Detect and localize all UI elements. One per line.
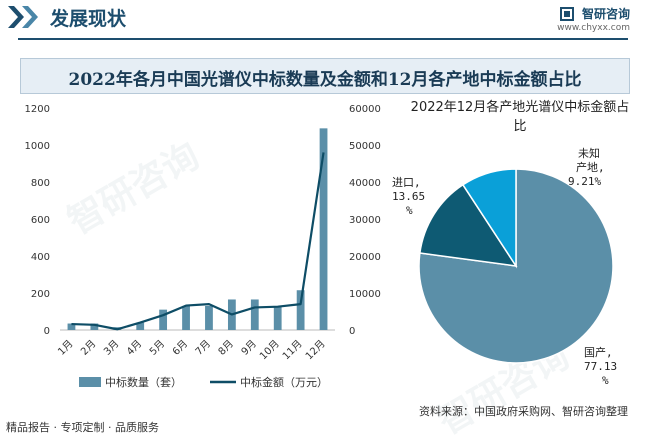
y-left-tick-label: 400	[31, 252, 50, 263]
bar	[159, 309, 168, 330]
y-right-tick-label: 60000	[349, 104, 381, 115]
y-right-tick-label: 30000	[349, 215, 381, 226]
chart-axes: 0 200 400 600 800 1000 1200 0 10000 20000 30000 400…	[25, 104, 381, 362]
brand-logo: 智研咨询 www.chyxx.com	[557, 3, 630, 33]
amount-line	[71, 152, 325, 331]
pie-slices	[418, 168, 614, 364]
pie-label-import-value: 13.65	[392, 190, 426, 203]
line-series	[71, 152, 325, 331]
data-source: 资料来源：中国政府采购网、智研咨询整理	[419, 405, 628, 418]
double-chevron-icon	[8, 6, 38, 28]
pie-label-domestic-value: 77.13	[584, 360, 618, 373]
pie-title: 2022年12月各产地光谱仪中标金额占比	[410, 100, 630, 134]
pie-label-import-name: 进口,	[392, 176, 421, 189]
pie-label-unknown-line1: 未知	[578, 147, 600, 160]
legend-bar-swatch	[79, 377, 101, 387]
bar	[136, 322, 145, 330]
page-footer: 精品报告 · 专项定制 · 品质服务 资料来源：中国政府采购网、智研咨询整理	[0, 405, 646, 437]
logo-name: 智研咨询	[581, 7, 630, 21]
bar	[67, 323, 76, 330]
chart-main-title: 2022年各月中国光谱仪中标数量及金额和12月各产地中标金额占比	[68, 70, 582, 90]
pie-label-import-unit: %	[406, 204, 413, 217]
y-right-tick-label: 40000	[349, 178, 381, 189]
y-right-tick-label: 0	[349, 326, 355, 337]
y-left-tick-label: 0	[44, 326, 50, 337]
bar	[296, 290, 305, 330]
y-left-tick-label: 1200	[25, 104, 50, 115]
bar	[182, 305, 190, 330]
y-left-tick-label: 800	[31, 178, 50, 189]
pie-label-domestic: 国产, 77.13 %	[584, 346, 617, 388]
page-header: 发展现状 智研咨询 www.chyxx.com	[0, 0, 646, 36]
header-divider	[18, 38, 628, 40]
pie-label-domestic-unit: %	[602, 374, 609, 387]
y-left-tick-label: 600	[31, 215, 50, 226]
bar	[205, 305, 213, 330]
y-left-tick-label: 200	[31, 289, 50, 300]
legend-line-label: 中标金额（万元）	[240, 375, 328, 389]
pie-label-domestic-name: 国产,	[584, 346, 613, 359]
pie-slice	[419, 183, 518, 267]
logo-url: www.chyxx.com	[557, 23, 630, 33]
bar	[90, 323, 99, 330]
chart-title-bar: 2022年各月中国光谱仪中标数量及金额和12月各产地中标金额占比	[20, 58, 630, 94]
pie-label-unknown: 未知 产地, 9.21%	[568, 147, 605, 189]
bar	[273, 306, 282, 330]
bar	[250, 299, 259, 330]
y-right-tick-label: 20000	[349, 252, 381, 263]
legend-bar-label: 中标数量（套）	[105, 375, 182, 389]
chart-legend: 中标数量（套） 中标金额（万元）	[79, 375, 328, 389]
logo-mark-icon	[559, 6, 574, 21]
bar	[319, 128, 328, 330]
pie-label-unknown-value: 9.21%	[568, 175, 602, 188]
pie-label-import: 进口, 13.65 %	[392, 176, 425, 218]
y-right-tick-label: 50000	[349, 141, 381, 152]
pie-label-unknown-line2: 产地,	[576, 161, 605, 174]
pie-slice	[461, 168, 517, 269]
y-right-tick-label: 10000	[349, 289, 381, 300]
y-left-tick-label: 1000	[25, 141, 50, 152]
footer-slogan: 精品报告 · 专项定制 · 品质服务	[6, 421, 159, 434]
section-title: 发展现状	[50, 8, 127, 30]
